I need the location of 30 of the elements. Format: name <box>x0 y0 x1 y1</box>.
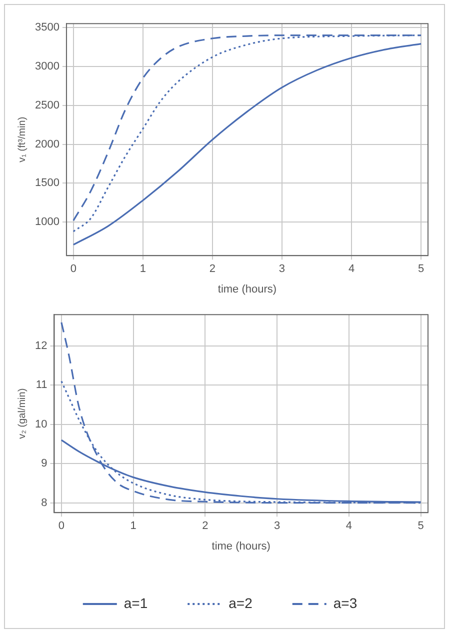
y-tick-label: 2000 <box>34 138 60 150</box>
y-tick-label: 1500 <box>34 177 60 190</box>
x-axis-title: time (hours) <box>212 540 270 552</box>
legend-label: a=2 <box>228 594 253 611</box>
y-tick-label: 11 <box>36 379 48 392</box>
y-tick-label: 8 <box>41 496 48 509</box>
y-tick-label: 12 <box>34 340 48 352</box>
y-tick-label: 2500 <box>34 99 60 112</box>
y-tick-label: 9 <box>41 458 48 470</box>
y-tick-label: 3000 <box>34 60 60 72</box>
y-tick-label: 10 <box>34 418 48 430</box>
x-tick-label: 3 <box>274 520 280 532</box>
y-axis-title: v₂ (gal/min) <box>16 388 28 439</box>
x-tick-label: 5 <box>418 263 424 276</box>
legend-label: a=1 <box>124 594 148 611</box>
x-tick-label: 0 <box>70 263 76 276</box>
y-tick-label: 3500 <box>34 22 60 34</box>
legend-label: a=3 <box>333 594 358 611</box>
x-tick-label: 2 <box>202 520 208 532</box>
y-tick-label: 1000 <box>34 216 60 228</box>
y-axis-title: v₁ (ft³/min) <box>16 116 28 162</box>
x-axis-title: time (hours) <box>218 283 277 296</box>
x-tick-label: 1 <box>140 263 146 276</box>
x-tick-label: 0 <box>58 520 64 532</box>
x-tick-label: 4 <box>348 263 355 276</box>
x-tick-label: 5 <box>418 520 424 532</box>
x-tick-label: 3 <box>278 263 286 276</box>
x-tick-label: 2 <box>209 263 216 276</box>
x-tick-label: 1 <box>130 520 136 532</box>
x-tick-label: 4 <box>346 520 352 532</box>
